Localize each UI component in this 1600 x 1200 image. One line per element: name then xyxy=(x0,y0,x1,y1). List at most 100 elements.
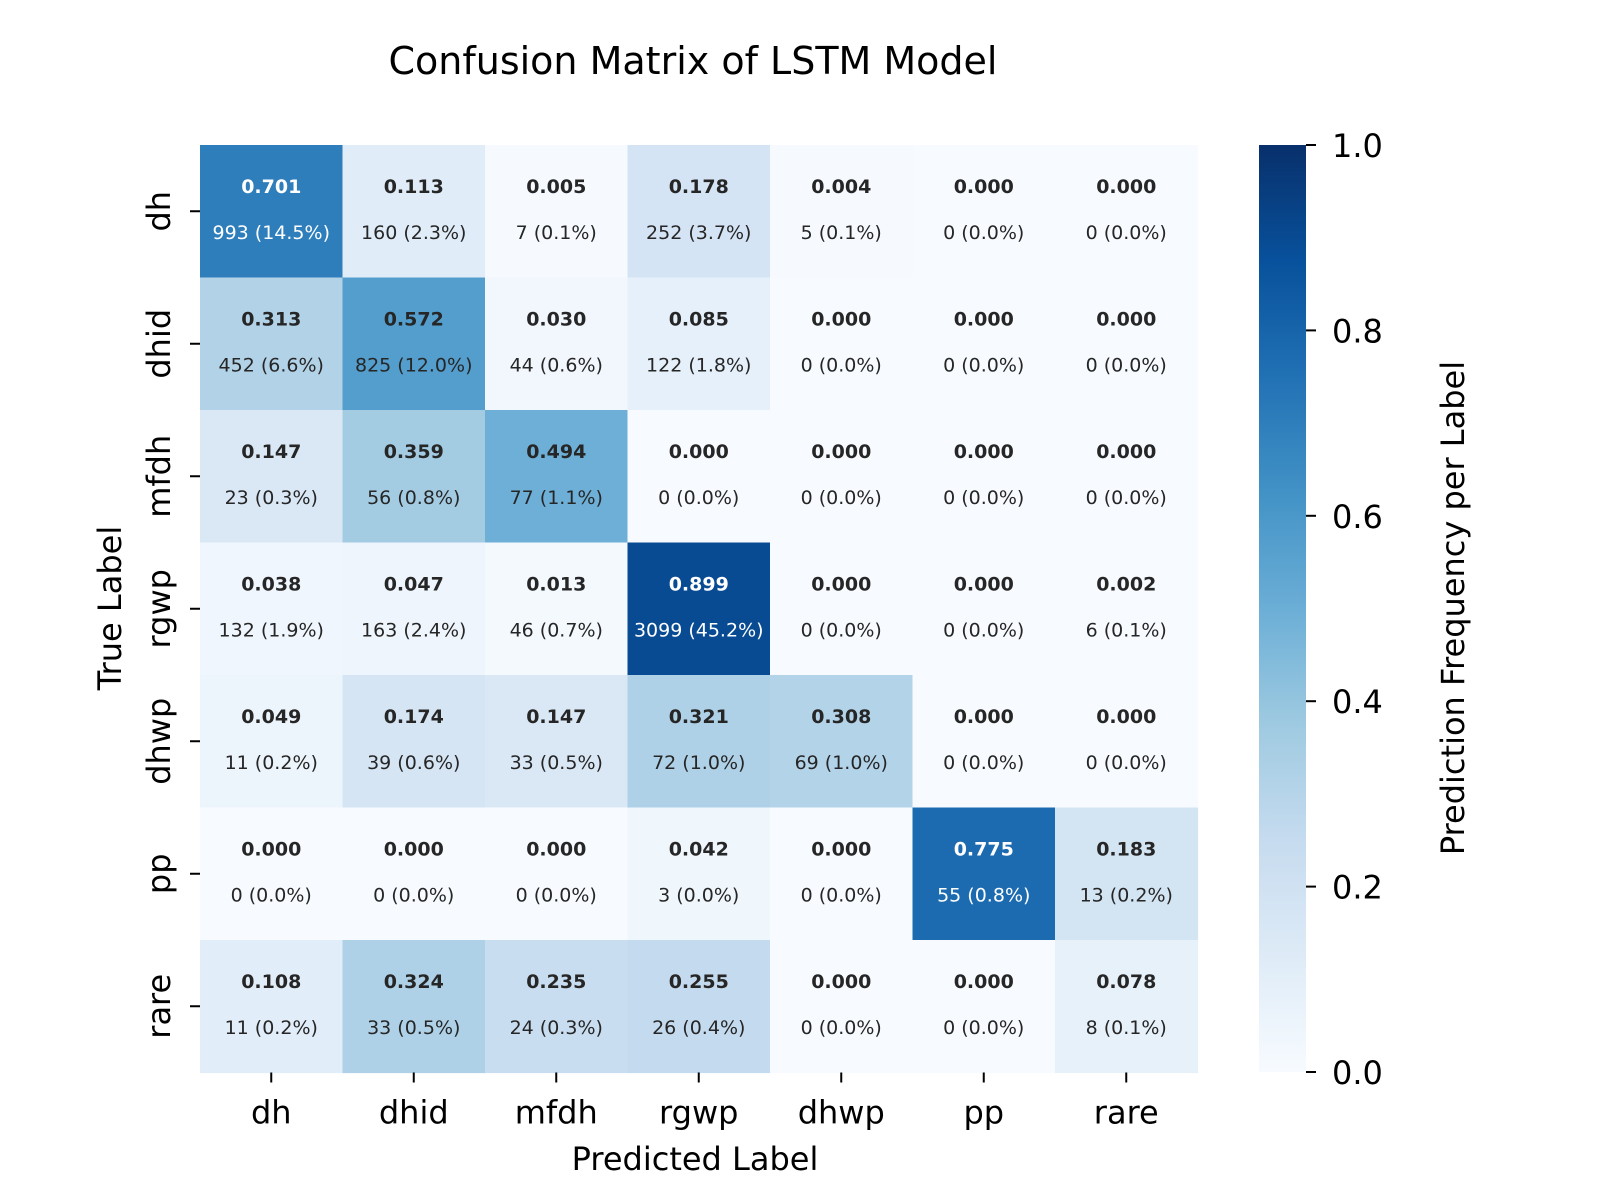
cell-count-label: 0 (0.0%) xyxy=(516,885,597,907)
colorbar-tick-label: 0.6 xyxy=(1332,498,1383,536)
cell-value-label: 0.174 xyxy=(384,706,444,728)
x-tick-label: mfdh xyxy=(515,1094,598,1132)
cell-count-label: 56 (0.8%) xyxy=(367,487,460,509)
cell-dh-rare xyxy=(1055,145,1199,279)
cell-dhwp-dhwp xyxy=(770,675,914,809)
cell-rgwp-dhid xyxy=(342,542,486,676)
cell-value-label: 0.005 xyxy=(526,176,586,198)
cell-mfdh-mfdh xyxy=(485,410,629,544)
colorbar-tick-label: 1.0 xyxy=(1332,127,1383,165)
cell-value-label: 0.324 xyxy=(384,971,444,993)
cell-count-label: 0 (0.0%) xyxy=(1086,355,1167,377)
cell-count-label: 993 (14.5%) xyxy=(213,222,331,244)
cell-count-label: 11 (0.2%) xyxy=(225,752,318,774)
cell-count-label: 11 (0.2%) xyxy=(225,1017,318,1039)
cell-count-label: 163 (2.4%) xyxy=(361,620,466,642)
y-axis-label: True Label xyxy=(91,526,129,691)
cell-count-label: 0 (0.0%) xyxy=(1086,487,1167,509)
cell-dhwp-mfdh xyxy=(485,675,629,809)
cell-value-label: 0.000 xyxy=(954,574,1014,596)
cell-count-label: 252 (3.7%) xyxy=(646,222,751,244)
cell-count-label: 0 (0.0%) xyxy=(943,620,1024,642)
cell-count-label: 13 (0.2%) xyxy=(1080,885,1173,907)
cell-dhid-mfdh xyxy=(485,277,629,411)
cell-dhid-rgwp xyxy=(627,277,771,411)
cell-value-label: 0.000 xyxy=(954,441,1014,463)
cell-value-label: 0.013 xyxy=(526,574,586,596)
cell-rgwp-rare xyxy=(1055,542,1199,676)
y-tick-label: rgwp xyxy=(140,569,178,648)
cell-count-label: 0 (0.0%) xyxy=(801,1017,882,1039)
cell-count-label: 0 (0.0%) xyxy=(658,487,739,509)
cell-mfdh-dh xyxy=(200,410,344,544)
cell-value-label: 0.000 xyxy=(241,839,301,861)
cell-count-label: 0 (0.0%) xyxy=(801,620,882,642)
cell-rgwp-mfdh xyxy=(485,542,629,676)
y-tick-label: mfdh xyxy=(140,435,178,518)
cell-count-label: 0 (0.0%) xyxy=(943,355,1024,377)
cell-mfdh-rare xyxy=(1055,410,1199,544)
cell-count-label: 0 (0.0%) xyxy=(373,885,454,907)
cell-dhid-dhwp xyxy=(770,277,914,411)
cell-rgwp-pp xyxy=(912,542,1056,676)
cell-mfdh-pp xyxy=(912,410,1056,544)
cell-dh-dhid xyxy=(342,145,486,279)
x-tick-label: dhwp xyxy=(798,1094,885,1132)
heatmap-cells: 0.701 993 (14.5%) 0.113 160 (2.3%) 0.005 7 (0… xyxy=(200,145,1199,1074)
cell-count-label: 72 (1.0%) xyxy=(652,752,745,774)
colorbar-tick-label: 0.4 xyxy=(1332,683,1383,721)
x-tick-label: pp xyxy=(963,1094,1004,1132)
cell-pp-dh xyxy=(200,807,344,941)
cell-rgwp-dh xyxy=(200,542,344,676)
cell-count-label: 0 (0.0%) xyxy=(1086,222,1167,244)
cell-value-label: 0.000 xyxy=(954,309,1014,331)
cell-value-label: 0.000 xyxy=(811,971,871,993)
cell-count-label: 0 (0.0%) xyxy=(943,222,1024,244)
cell-value-label: 0.255 xyxy=(669,971,729,993)
y-tick-label: rare xyxy=(140,974,178,1039)
cell-rgwp-dhwp xyxy=(770,542,914,676)
cell-value-label: 0.030 xyxy=(526,309,586,331)
cell-value-label: 0.000 xyxy=(811,574,871,596)
cell-count-label: 33 (0.5%) xyxy=(510,752,603,774)
cell-rare-mfdh xyxy=(485,940,629,1074)
cell-value-label: 0.049 xyxy=(241,706,301,728)
cell-dhid-pp xyxy=(912,277,1056,411)
cell-value-label: 0.000 xyxy=(811,309,871,331)
cell-value-label: 0.000 xyxy=(669,441,729,463)
cell-value-label: 0.000 xyxy=(811,839,871,861)
cell-value-label: 0.235 xyxy=(526,971,586,993)
colorbar-label: Prediction Frequency per Label xyxy=(1434,361,1472,855)
cell-dh-mfdh xyxy=(485,145,629,279)
cell-value-label: 0.147 xyxy=(526,706,586,728)
cell-rare-rare xyxy=(1055,940,1199,1074)
cell-count-label: 3 (0.0%) xyxy=(658,885,739,907)
x-tick-label: dhid xyxy=(379,1094,449,1132)
cell-value-label: 0.000 xyxy=(1096,706,1156,728)
cell-value-label: 0.078 xyxy=(1096,971,1156,993)
cell-value-label: 0.178 xyxy=(669,176,729,198)
cell-pp-rgwp xyxy=(627,807,771,941)
cell-count-label: 44 (0.6%) xyxy=(510,355,603,377)
cell-value-label: 0.000 xyxy=(954,706,1014,728)
cell-value-label: 0.004 xyxy=(811,176,871,198)
cell-count-label: 77 (1.1%) xyxy=(510,487,603,509)
cell-rgwp-rgwp xyxy=(627,542,771,676)
cell-rare-rgwp xyxy=(627,940,771,1074)
cell-rare-dhid xyxy=(342,940,486,1074)
colorbar: 0.0 0.2 0.4 0.6 0.8 1.0 Prediction Frequency … xyxy=(1259,127,1472,1092)
cell-value-label: 0.572 xyxy=(384,309,444,331)
cell-count-label: 33 (0.5%) xyxy=(367,1017,460,1039)
cell-count-label: 0 (0.0%) xyxy=(943,752,1024,774)
cell-count-label: 7 (0.1%) xyxy=(516,222,597,244)
cell-count-label: 0 (0.0%) xyxy=(801,487,882,509)
cell-value-label: 0.359 xyxy=(384,441,444,463)
y-axis-ticks: dh dhid mfdh rgwp dhwp pp rare xyxy=(140,191,200,1039)
cell-value-label: 0.701 xyxy=(241,176,301,198)
cell-value-label: 0.047 xyxy=(384,574,444,596)
cell-count-label: 0 (0.0%) xyxy=(801,355,882,377)
colorbar-gradient xyxy=(1259,145,1306,1072)
cell-count-label: 0 (0.0%) xyxy=(1086,752,1167,774)
cell-rare-pp xyxy=(912,940,1056,1074)
cell-count-label: 0 (0.0%) xyxy=(231,885,312,907)
